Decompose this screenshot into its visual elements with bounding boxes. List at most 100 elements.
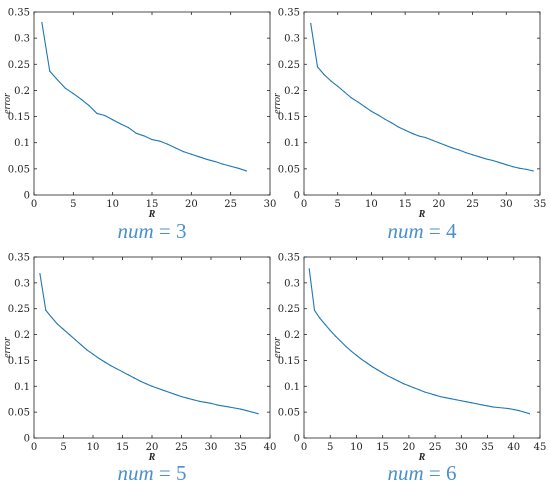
x-tick-label: 10	[365, 199, 378, 210]
x-tick-label: 20	[146, 442, 159, 453]
data-point	[345, 345, 347, 348]
data-point	[39, 272, 41, 275]
data-point	[387, 375, 389, 377]
data-point	[439, 396, 441, 398]
x-tick-label: 15	[399, 199, 412, 210]
data-point	[497, 406, 499, 409]
data-point	[135, 132, 137, 134]
data-point	[80, 98, 82, 100]
x-tick-label: 10	[87, 442, 100, 453]
panel-caption: num = 5	[117, 461, 186, 485]
x-tick-label: 20	[432, 199, 445, 210]
chart-panel-2: 0 5 10 15 20 25 30 35 0 0.05 0.1 0.15 0.2 0.25 0.3 0.35…	[272, 8, 546, 244]
data-point	[340, 340, 342, 342]
caption-equals: =	[424, 461, 446, 485]
data-point	[186, 397, 188, 399]
data-point	[445, 397, 447, 399]
data-point	[355, 354, 358, 356]
data-point	[204, 401, 206, 403]
caption-variable: num	[117, 461, 153, 485]
x-tick-label: 25	[175, 442, 188, 453]
data-point	[214, 160, 216, 163]
data-point	[498, 161, 501, 164]
data-point	[49, 70, 51, 72]
data-point	[403, 383, 405, 385]
data-point	[502, 407, 504, 409]
x-tick-label: 10	[106, 199, 119, 210]
data-point	[429, 392, 431, 395]
data-point	[512, 166, 514, 168]
y-axis-label: error	[272, 337, 283, 358]
data-point	[323, 74, 325, 76]
data-point	[175, 393, 177, 396]
x-tick-label: 45	[534, 442, 547, 453]
data-point	[513, 408, 515, 411]
y-tick-label: 0.3	[14, 278, 30, 289]
data-point	[92, 353, 94, 355]
data-point	[237, 167, 240, 169]
data-point	[51, 316, 53, 319]
data-point	[57, 79, 59, 81]
data-point	[377, 114, 379, 116]
y-tick-label: 0.35	[8, 253, 30, 264]
y-tick-label: 0.05	[278, 408, 300, 419]
data-point	[507, 407, 510, 410]
x-tick-label: 30	[264, 199, 277, 210]
plot-frame	[33, 256, 271, 439]
error-series-line	[308, 268, 530, 415]
y-tick-label: 0.25	[278, 304, 300, 315]
x-tick-label: 30	[500, 199, 513, 210]
x-tick-label: 15	[376, 442, 389, 453]
y-tick-label: 0	[24, 191, 30, 202]
data-point	[41, 21, 43, 24]
data-point	[392, 377, 394, 380]
y-tick-label: 0.25	[8, 60, 30, 71]
data-point	[251, 411, 253, 413]
y-tick-label: 0	[24, 434, 30, 445]
data-point	[216, 404, 218, 406]
data-point	[121, 371, 124, 373]
data-point	[74, 339, 76, 341]
data-point	[411, 132, 413, 134]
data-point	[350, 350, 352, 352]
data-point	[465, 152, 467, 154]
y-tick-label: 0.25	[8, 304, 30, 315]
y-tick-label: 0.1	[284, 138, 300, 149]
y-tick-label: 0.3	[14, 34, 30, 45]
data-point	[308, 268, 310, 270]
data-point	[110, 365, 112, 367]
data-point	[319, 317, 321, 319]
data-point	[64, 87, 67, 89]
y-tick-label: 0.2	[284, 330, 300, 341]
y-tick-label: 0.15	[278, 112, 300, 123]
data-point	[157, 387, 159, 389]
x-tick-label: 35	[534, 199, 547, 210]
caption-value: 5	[176, 461, 187, 485]
data-point	[324, 323, 326, 325]
x-tick-label: 0	[31, 199, 37, 210]
y-tick-label: 0.15	[8, 356, 30, 367]
x-tick-label: 20	[403, 442, 416, 453]
data-point	[239, 408, 242, 410]
data-point	[460, 400, 462, 402]
data-point	[86, 349, 88, 351]
caption-value: 6	[446, 461, 457, 485]
data-point	[424, 391, 426, 393]
data-point	[228, 406, 230, 408]
data-point	[222, 405, 224, 407]
x-tick-label: 5	[327, 442, 333, 453]
y-tick-label: 0.15	[278, 356, 300, 367]
data-point	[112, 119, 114, 121]
y-tick-label: 0.35	[278, 8, 300, 19]
data-point	[198, 156, 200, 158]
x-tick-label: 35	[234, 442, 247, 453]
x-axis-label: R	[148, 209, 156, 220]
data-point	[72, 92, 74, 95]
data-point	[343, 91, 346, 93]
data-point	[438, 142, 440, 144]
data-point	[88, 104, 90, 107]
data-point	[210, 402, 212, 404]
data-point	[404, 129, 406, 131]
data-point	[357, 101, 359, 103]
data-point	[159, 140, 161, 142]
